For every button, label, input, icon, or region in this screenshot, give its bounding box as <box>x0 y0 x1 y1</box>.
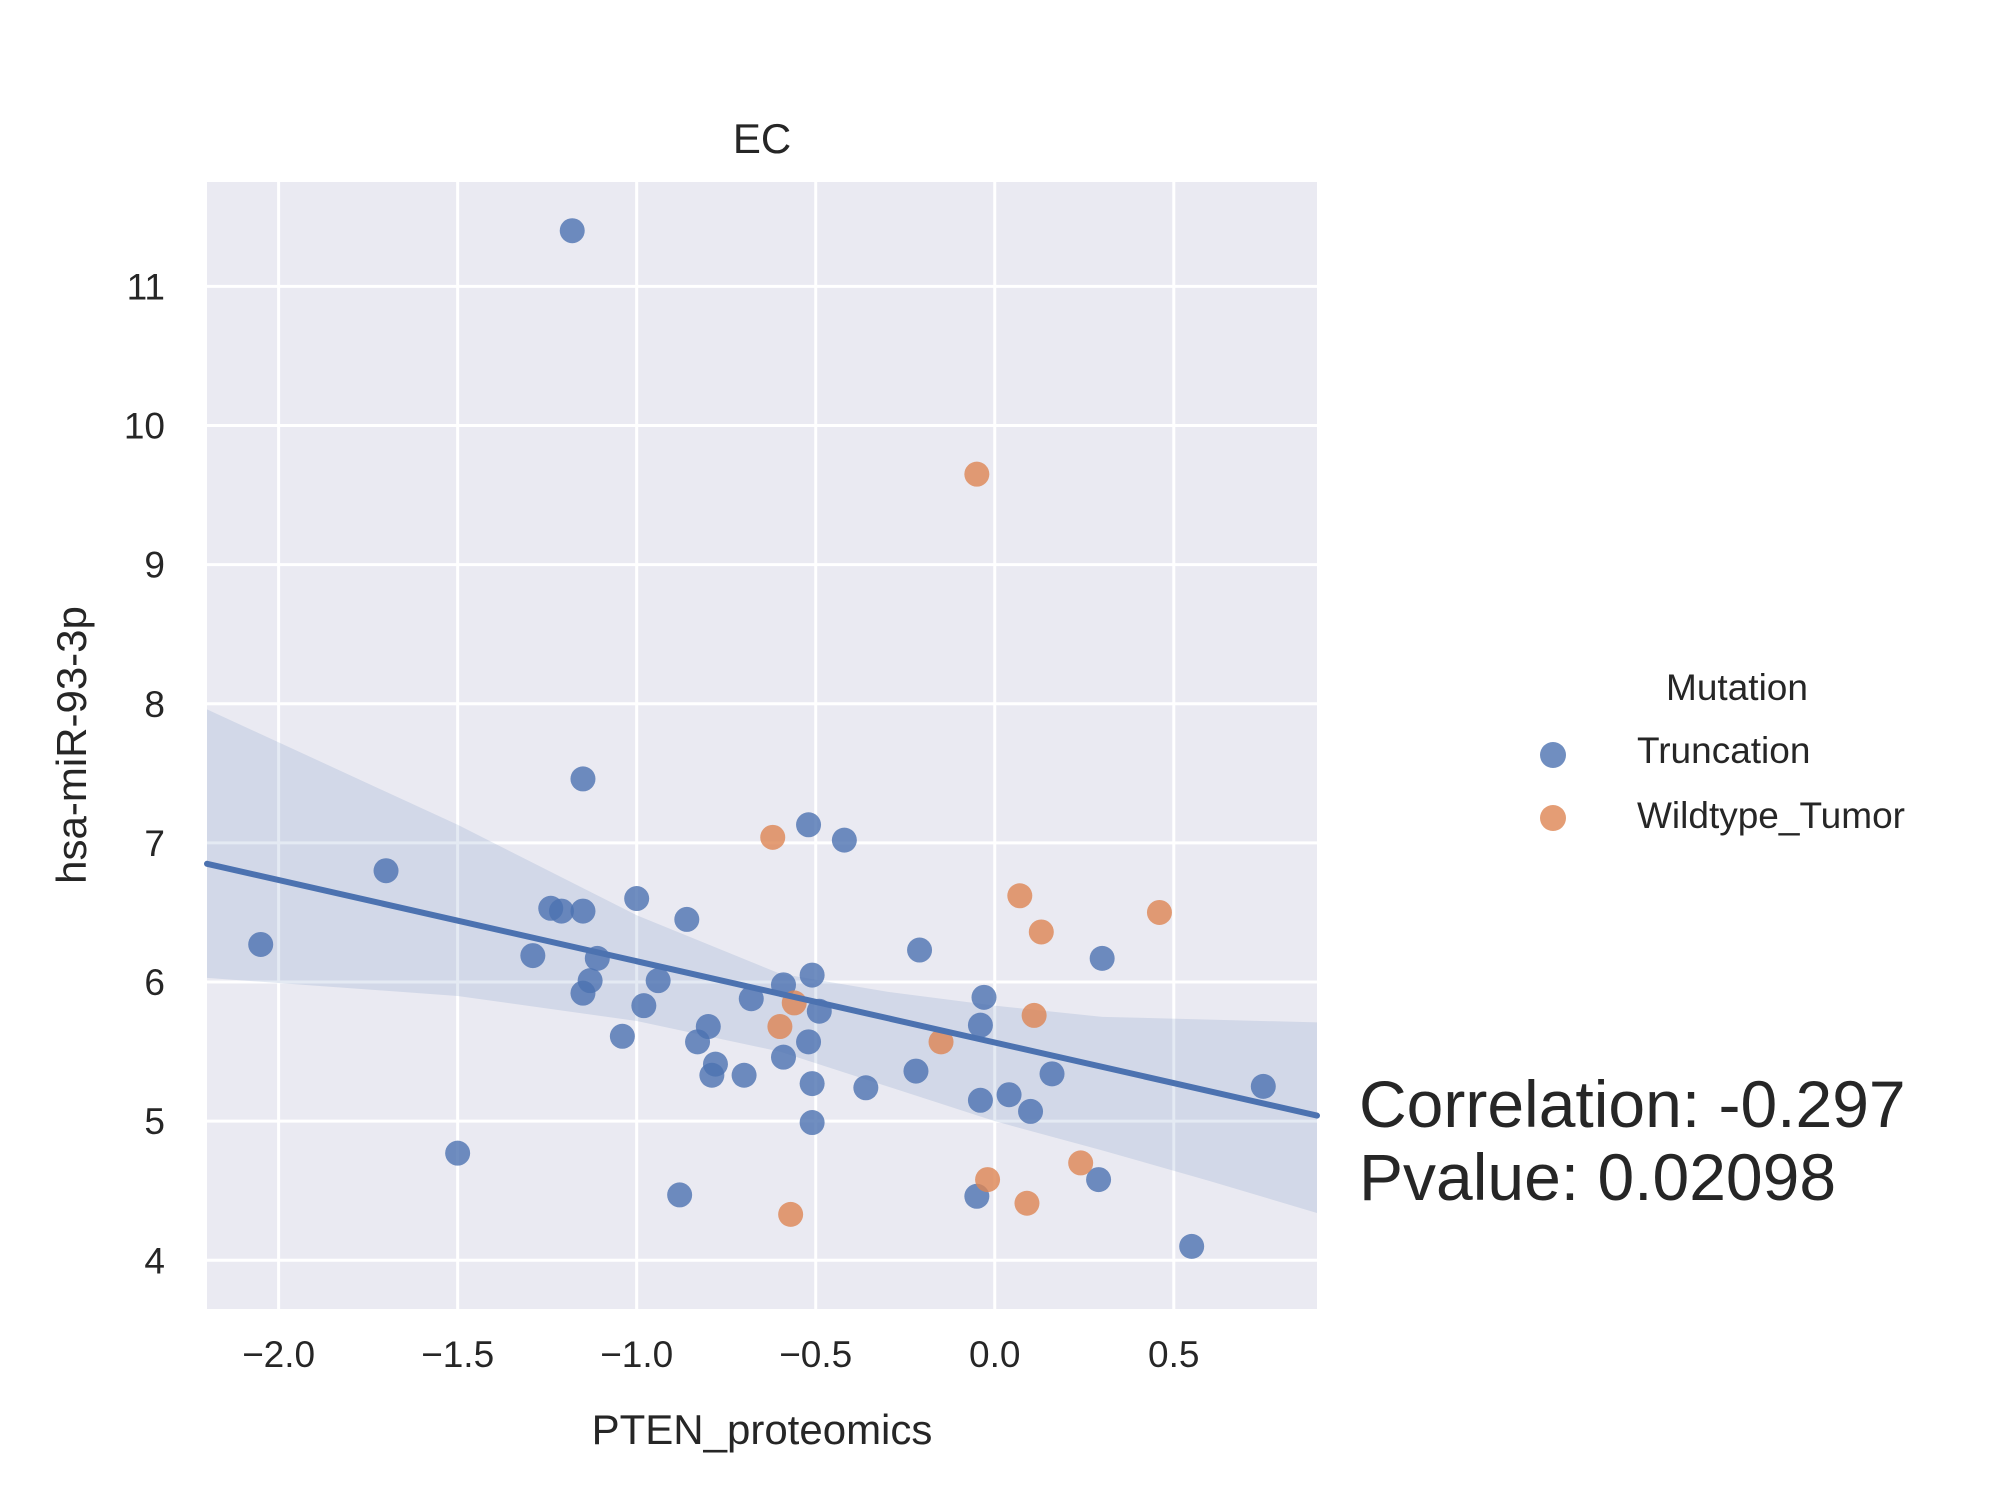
point-wildtype-tumor <box>1028 919 1054 945</box>
point-truncation <box>570 980 596 1006</box>
x-tick-label: −0.5 <box>779 1334 852 1375</box>
legend-marker-truncation <box>1540 742 1566 768</box>
x-tick-label: −1.0 <box>600 1334 673 1375</box>
point-wildtype-tumor <box>975 1167 1001 1193</box>
point-truncation <box>967 1012 993 1038</box>
point-truncation <box>853 1075 879 1101</box>
point-wildtype-tumor <box>928 1029 954 1055</box>
point-truncation <box>738 986 764 1012</box>
x-tick-label: 0.5 <box>1148 1334 1199 1375</box>
x-tick-labels: −2.0 −1.5 −1.0 −0.5 0.0 0.5 <box>242 1334 1199 1375</box>
point-truncation <box>1018 1098 1044 1124</box>
y-tick-labels: 4 5 6 7 8 9 10 11 <box>124 266 165 1281</box>
point-truncation <box>907 937 933 963</box>
regression-line <box>204 860 1320 1119</box>
point-truncation <box>903 1058 929 1084</box>
point-truncation <box>1179 1233 1205 1259</box>
legend-marker-wildtype-tumor <box>1540 805 1566 831</box>
x-axis-title: PTEN_proteomics <box>592 1406 933 1453</box>
point-truncation <box>645 968 671 994</box>
point-truncation <box>559 218 585 244</box>
y-tick-label: 11 <box>127 266 165 307</box>
point-truncation <box>1089 945 1115 971</box>
legend-label-wildtype-tumor: Wildtype_Tumor <box>1637 795 1905 836</box>
legend-label-truncation: Truncation <box>1637 730 1810 771</box>
point-truncation <box>570 898 596 924</box>
point-truncation <box>548 898 574 924</box>
point-truncation <box>699 1062 725 1088</box>
point-truncation <box>971 984 997 1010</box>
point-truncation <box>248 931 274 957</box>
point-truncation <box>799 962 825 988</box>
point-truncation <box>631 993 657 1019</box>
point-wildtype-tumor <box>1021 1002 1047 1028</box>
point-truncation <box>667 1182 693 1208</box>
y-tick-label: 4 <box>144 1240 165 1281</box>
pvalue-annotation: Pvalue: 0.02098 <box>1359 1140 1836 1214</box>
point-wildtype-tumor <box>1014 1190 1040 1216</box>
point-wildtype-tumor <box>964 461 990 487</box>
x-tick-label: −1.5 <box>421 1334 494 1375</box>
y-axis-title: hsa-miR-93-3p <box>48 606 95 884</box>
point-truncation <box>796 812 822 838</box>
point-wildtype-tumor <box>1007 883 1033 909</box>
x-tick-label: −2.0 <box>242 1334 315 1375</box>
plot-title: EC <box>733 115 791 162</box>
point-truncation <box>770 1044 796 1070</box>
point-truncation <box>674 906 700 932</box>
legend-title: Mutation <box>1666 667 1808 708</box>
point-truncation <box>967 1087 993 1113</box>
point-truncation <box>1039 1061 1065 1087</box>
point-truncation <box>831 827 857 853</box>
y-tick-label: 10 <box>124 405 165 446</box>
legend: Mutation Truncation Wildtype_Tumor <box>1540 667 1905 836</box>
y-tick-label: 5 <box>144 1101 165 1142</box>
point-wildtype-tumor <box>1068 1150 1094 1176</box>
confidence-band <box>207 709 1317 1213</box>
y-tick-label: 9 <box>144 545 165 586</box>
y-tick-label: 6 <box>144 962 165 1003</box>
y-tick-label: 7 <box>144 823 165 864</box>
point-truncation <box>685 1029 711 1055</box>
point-truncation <box>624 886 650 912</box>
point-truncation <box>570 766 596 792</box>
point-truncation <box>609 1023 635 1049</box>
point-truncation <box>996 1082 1022 1108</box>
point-truncation <box>520 943 546 969</box>
point-truncation <box>1086 1167 1112 1193</box>
point-wildtype-tumor <box>778 1201 804 1227</box>
correlation-annotation: Correlation: -0.297 <box>1359 1067 1906 1141</box>
point-truncation <box>373 858 399 884</box>
x-tick-label: 0.0 <box>969 1334 1020 1375</box>
point-truncation <box>1250 1073 1276 1099</box>
point-truncation <box>796 1029 822 1055</box>
point-truncation <box>799 1071 825 1097</box>
point-truncation <box>731 1062 757 1088</box>
point-truncation <box>445 1140 471 1166</box>
point-wildtype-tumor <box>767 1014 793 1040</box>
point-wildtype-tumor <box>1146 899 1172 925</box>
point-truncation <box>799 1110 825 1136</box>
point-wildtype-tumor <box>760 824 786 850</box>
y-tick-label: 8 <box>144 684 165 725</box>
